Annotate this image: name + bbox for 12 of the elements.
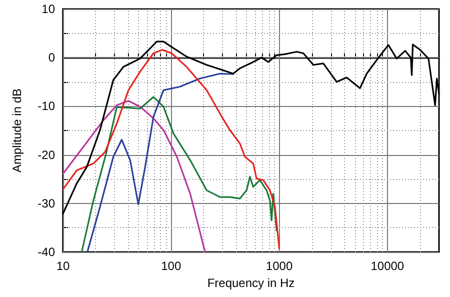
x-tick-label: 10 [56,259,70,273]
y-tick-label: -20 [38,148,56,162]
x-axis-title: Frequency in Hz [207,276,295,290]
y-axis-title: Amplitude in dB [10,88,24,173]
x-tick-label: 10000 [370,259,404,273]
y-tick-label: 10 [42,2,56,16]
y-tick-label: 0 [48,50,56,65]
y-tick-label: -30 [38,196,56,210]
y-tick-label: -10 [38,99,56,114]
x-tick-label: 1000 [266,259,293,273]
x-tick-label: 100 [161,259,182,273]
y-tick-label: -40 [38,245,56,259]
